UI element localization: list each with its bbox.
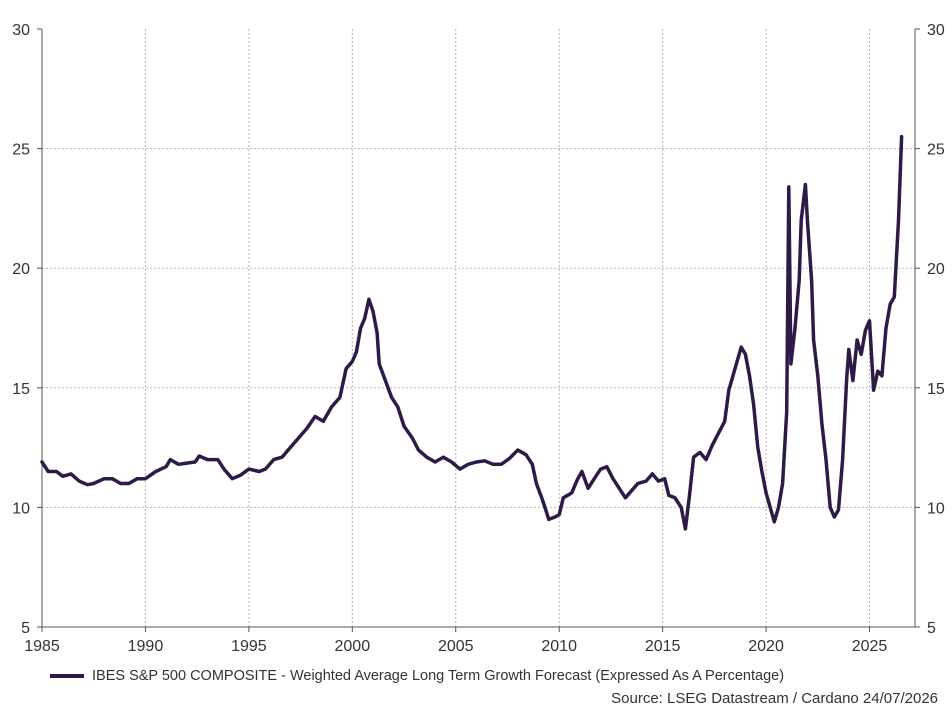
legend-label: IBES S&P 500 COMPOSITE - Weighted Averag… bbox=[92, 668, 785, 684]
x-tick-label: 2000 bbox=[335, 638, 371, 655]
x-tick-label: 2020 bbox=[748, 638, 784, 655]
y-tick-label-right: 15 bbox=[927, 381, 945, 398]
y-tick-label-left: 10 bbox=[12, 500, 30, 517]
y-tick-label-left: 25 bbox=[12, 142, 30, 159]
x-tick-label: 1985 bbox=[24, 638, 60, 655]
x-tick-label: 2010 bbox=[541, 638, 577, 655]
y-tick-label-left: 20 bbox=[12, 261, 30, 278]
y-axis-left-ticks: 5 10 15 20 25 30 bbox=[12, 22, 30, 637]
y-tick-label-right: 20 bbox=[927, 261, 945, 278]
x-tick-label: 1995 bbox=[231, 638, 267, 655]
y-tick-label-right: 25 bbox=[927, 142, 945, 159]
y-tick-label-right: 30 bbox=[927, 22, 945, 39]
y-axis-right-ticks: 5 10 15 20 25 30 bbox=[927, 22, 945, 637]
x-tick-label: 2005 bbox=[438, 638, 474, 655]
y-tick-label-right: 10 bbox=[927, 500, 945, 517]
series-group bbox=[40, 134, 904, 531]
legend: IBES S&P 500 COMPOSITE - Weighted Averag… bbox=[50, 666, 784, 686]
x-tick-label: 1990 bbox=[128, 638, 164, 655]
series-line bbox=[40, 134, 904, 531]
y-tick-label-left: 5 bbox=[21, 620, 30, 637]
y-tick-label-left: 15 bbox=[12, 381, 30, 398]
y-tick-label-right: 5 bbox=[927, 620, 936, 637]
x-axis-ticks: 1985 1990 1995 2000 2005 2010 2015 2020 2025 bbox=[24, 638, 887, 655]
x-tick-label: 2025 bbox=[852, 638, 888, 655]
x-tick-label: 2015 bbox=[645, 638, 681, 655]
source-note: Source: LSEG Datastream / Cardano 24/07/… bbox=[611, 690, 938, 707]
y-tick-label-left: 30 bbox=[12, 22, 30, 39]
axes bbox=[37, 28, 920, 632]
legend-swatch bbox=[50, 674, 84, 678]
grid-lines bbox=[42, 29, 915, 627]
